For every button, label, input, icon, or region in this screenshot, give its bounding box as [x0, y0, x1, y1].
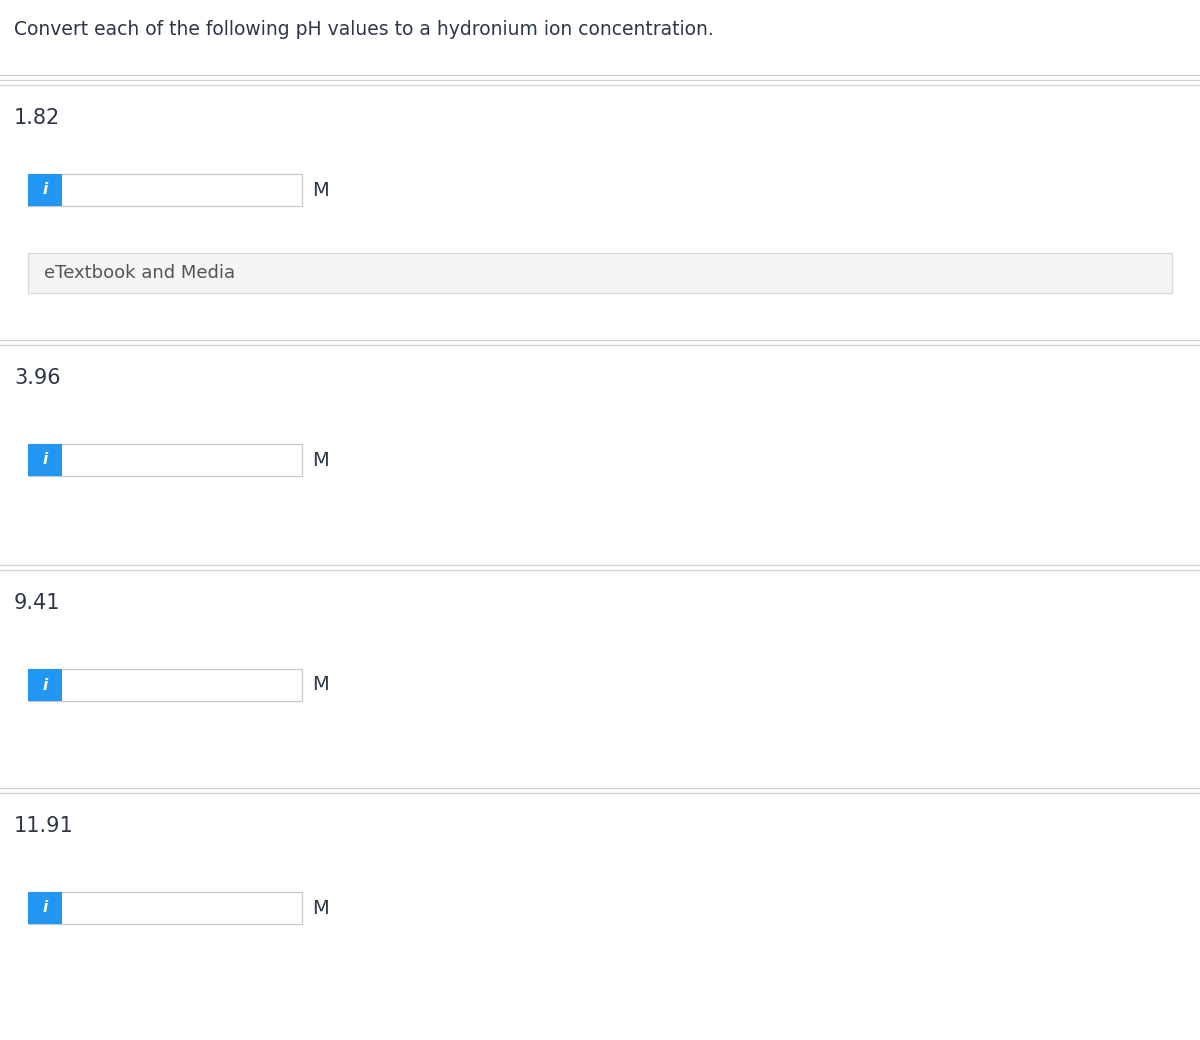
FancyBboxPatch shape	[28, 174, 62, 206]
FancyBboxPatch shape	[28, 444, 62, 476]
Text: 3.96: 3.96	[14, 368, 61, 388]
FancyBboxPatch shape	[28, 892, 62, 924]
Text: Convert each of the following pH values to a hydronium ion concentration.: Convert each of the following pH values …	[14, 20, 714, 38]
FancyBboxPatch shape	[28, 444, 302, 476]
Text: M: M	[312, 899, 329, 917]
Text: i: i	[42, 452, 48, 468]
FancyBboxPatch shape	[28, 253, 1172, 293]
Text: i: i	[42, 182, 48, 198]
Text: i: i	[42, 677, 48, 693]
Text: M: M	[312, 181, 329, 200]
Text: 1.82: 1.82	[14, 108, 60, 128]
FancyBboxPatch shape	[28, 669, 62, 701]
Text: M: M	[312, 676, 329, 695]
Text: eTextbook and Media: eTextbook and Media	[44, 264, 235, 282]
FancyBboxPatch shape	[28, 669, 302, 701]
Text: i: i	[42, 901, 48, 915]
FancyBboxPatch shape	[28, 892, 302, 924]
Text: 11.91: 11.91	[14, 816, 73, 836]
FancyBboxPatch shape	[28, 174, 302, 206]
Text: 9.41: 9.41	[14, 593, 60, 613]
Text: M: M	[312, 450, 329, 469]
